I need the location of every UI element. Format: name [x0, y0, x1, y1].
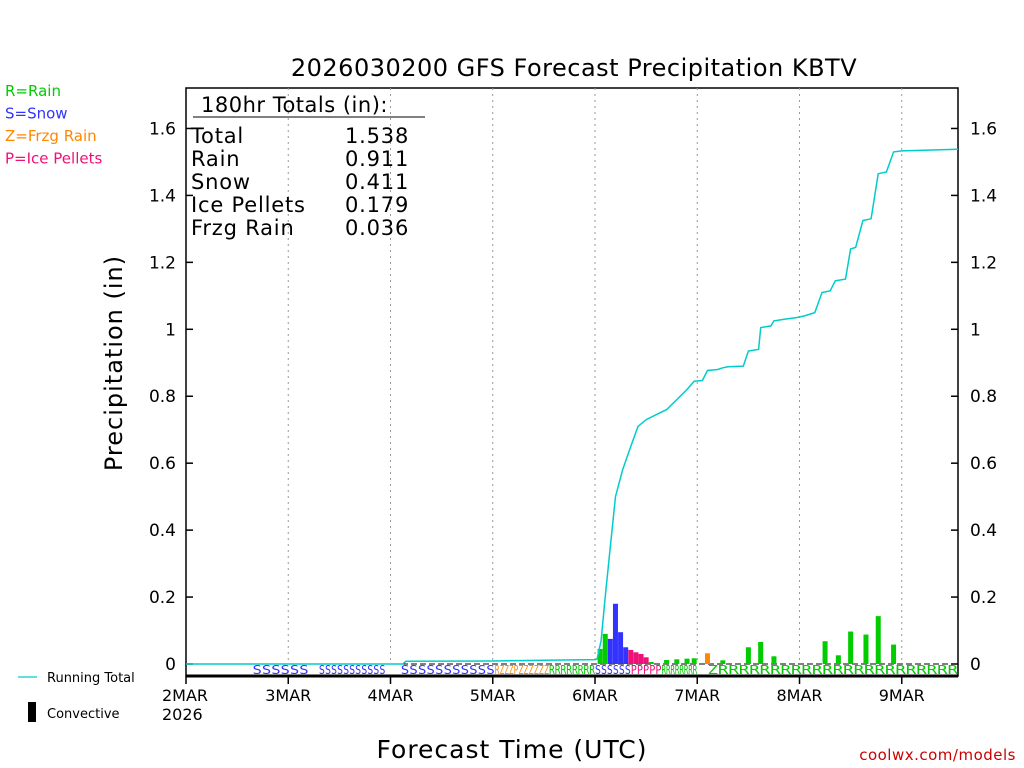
- ytick-label-left: 1: [165, 320, 176, 340]
- bar-rain: [597, 648, 603, 664]
- legend-convective-swatch: [28, 702, 36, 722]
- ytick-label-right: 0.8: [970, 387, 997, 407]
- bar-rain: [848, 631, 854, 664]
- ytick-label-right: 1: [970, 320, 981, 340]
- precip-type-strip: SSSSSS SSSSSSSSSSS SSSSSSSSSSS RZZZP ZZZZZZ R…: [186, 663, 959, 678]
- xtick-label: 4MAR: [367, 686, 413, 705]
- legend-type-item: R=Rain: [5, 82, 61, 100]
- totals-row-label: Frzg Rain: [191, 216, 295, 240]
- y-axis-right: 0 0.2 0.4 0.6 0.8 1 1.2 1.4 1.6: [951, 119, 997, 675]
- credit-text: coolwx.com/models: [859, 746, 1016, 764]
- bar-ice-pellets: [643, 657, 649, 664]
- type-strip-segment: SSSSSS: [252, 663, 308, 677]
- type-strip-segment: ZZZZZZ: [518, 663, 549, 677]
- bar-rain: [664, 659, 670, 664]
- xtick-label: 2MAR: [162, 686, 208, 705]
- bar-rain: [648, 661, 654, 664]
- ytick-label-left: 1.4: [149, 186, 176, 206]
- x-axis-label: Forecast Time (UTC): [377, 735, 648, 764]
- ytick-label-left: 0.2: [149, 588, 176, 608]
- line-legend: Running Total Convective: [18, 671, 135, 722]
- bar-rain: [835, 655, 841, 664]
- type-strip-segment: RRRRRRRR: [549, 663, 596, 677]
- xtick-label: 7MAR: [674, 686, 720, 705]
- ytick-label-right: 0.4: [970, 521, 997, 541]
- type-strip-segment: RRRRRRRR: [661, 663, 697, 677]
- y-axis-left: 0 0.2 0.4 0.6 0.8 1 1.2 1.4 1.6: [149, 119, 193, 675]
- bar-rain: [684, 658, 690, 664]
- ytick-label-left: 0: [165, 655, 176, 675]
- bar-snow: [618, 632, 624, 664]
- type-strip-segment: SSSSSS: [595, 663, 631, 677]
- legend-type-item: P=Ice Pellets: [5, 150, 102, 168]
- bar-rain: [891, 644, 897, 664]
- ytick-label-right: 0.6: [970, 454, 997, 474]
- totals-row-label: Snow: [191, 170, 251, 194]
- running-total-line: [186, 148, 959, 665]
- bar-frzg-rain: [704, 653, 710, 664]
- type-strip-segment: PPPPP: [631, 663, 662, 677]
- bar-snow: [612, 603, 618, 664]
- legend-type-item: S=Snow: [5, 105, 68, 123]
- day-gridlines: [287, 88, 903, 664]
- precip-bars: [597, 603, 897, 664]
- bar-rain: [758, 641, 764, 664]
- totals-header: 180hr Totals (in):: [201, 93, 388, 117]
- totals-row-label: Total: [190, 124, 244, 148]
- xtick-year-label: 2026: [162, 705, 203, 724]
- totals-row-value: 0.036: [345, 216, 409, 240]
- ytick-label-left: 1.2: [149, 253, 176, 273]
- ytick-label-right: 0: [970, 655, 981, 675]
- totals-row-value: 0.179: [345, 193, 409, 217]
- type-strip-segment: SSSSSSSSSSS: [319, 663, 385, 677]
- bar-rain: [691, 658, 697, 664]
- bar-ice-pellets: [628, 649, 634, 664]
- bar-rain: [745, 647, 751, 664]
- bar-rain: [771, 656, 777, 664]
- ytick-label-right: 1.6: [970, 119, 997, 139]
- bar-rain: [822, 641, 828, 664]
- bar-rain: [720, 660, 726, 664]
- plot-frame: [185, 87, 959, 677]
- totals-row-label: Ice Pellets: [191, 193, 306, 217]
- bar-rain: [875, 616, 881, 664]
- ytick-label-left: 1.6: [149, 119, 176, 139]
- bar-snow: [607, 638, 613, 664]
- totals-row-label: Rain: [191, 147, 240, 171]
- chart-title: 2026030200 GFS Forecast Precipitation KB…: [291, 54, 857, 82]
- totals-row-value: 1.538: [345, 124, 409, 148]
- xtick-label: 5MAR: [470, 686, 516, 705]
- bar-snow: [623, 647, 629, 664]
- bar-rain: [863, 634, 869, 664]
- xtick-label: 9MAR: [879, 686, 925, 705]
- type-strip-segment: SSSSSSSSSSS: [401, 663, 495, 677]
- ytick-label-left: 0.4: [149, 521, 176, 541]
- x-axis: 2MAR 3MAR 4MAR 5MAR 6MAR 7MAR 8MAR 9MAR 2026: [162, 663, 958, 724]
- totals-box: 180hr Totals (in): Total 1.538 Rain 0.911 Sno…: [190, 93, 425, 240]
- ytick-label-right: 1.2: [970, 253, 997, 273]
- bar-ice-pellets: [638, 653, 644, 664]
- legend-convective-label: Convective: [47, 707, 120, 722]
- y-axis-label: Precipitation (in): [100, 255, 128, 471]
- type-strip-segment: ZRRRRRRRRRRRRRRRRRRRRRRR: [707, 663, 959, 677]
- totals-row-value: 0.411: [345, 170, 409, 194]
- totals-row-value: 0.911: [345, 147, 409, 171]
- xtick-label: 3MAR: [265, 686, 311, 705]
- running-total-polyline: [186, 148, 959, 665]
- bar-rain: [674, 659, 680, 664]
- bar-ice-pellets: [633, 652, 639, 664]
- ytick-label-right: 1.4: [970, 186, 997, 206]
- legend-running-total-label: Running Total: [47, 671, 135, 686]
- precip-type-legend: R=Rain S=Snow Z=Frzg Rain P=Ice Pellets: [5, 82, 102, 168]
- legend-type-item: Z=Frzg Rain: [5, 127, 97, 145]
- ytick-label-left: 0.6: [149, 454, 176, 474]
- bar-rain: [602, 633, 608, 664]
- ytick-label-right: 0.2: [970, 588, 997, 608]
- xtick-label: 8MAR: [776, 686, 822, 705]
- xtick-label: 6MAR: [572, 686, 618, 705]
- type-strip-segment: RZZZP: [495, 663, 519, 677]
- ytick-label-left: 0.8: [149, 387, 176, 407]
